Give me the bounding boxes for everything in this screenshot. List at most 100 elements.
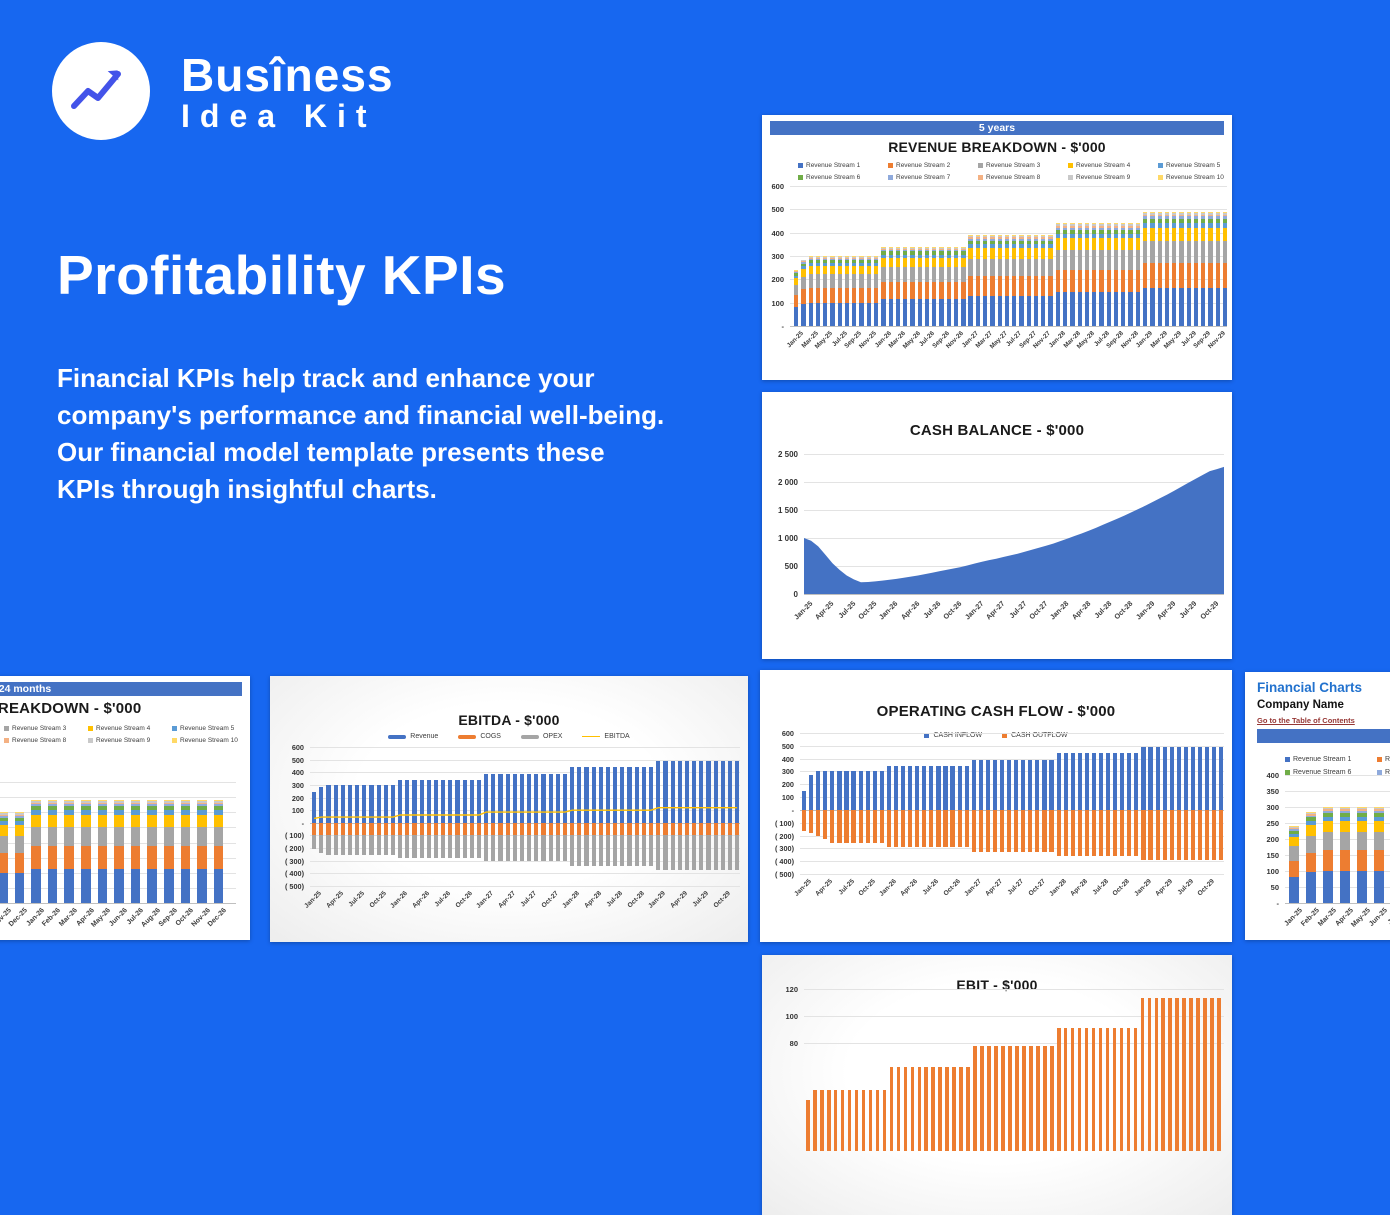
inflow-bar <box>1091 752 1097 810</box>
cogs-bar <box>577 822 582 836</box>
legend-item: CASH OUTFLOW <box>1002 732 1068 739</box>
cash-flow-legend: CASH INFLOW CASH OUTFLOW <box>760 732 1232 739</box>
bar-segment <box>164 800 174 802</box>
revenue-bar <box>433 779 439 823</box>
revenue-bar <box>727 760 733 823</box>
table-of-contents-link[interactable]: Go to the Table of Contents <box>1257 716 1355 725</box>
inflow-bar <box>809 775 814 810</box>
outflow-bar <box>1176 809 1181 860</box>
inflow-bar <box>1127 752 1132 810</box>
bar-segment <box>1041 248 1046 259</box>
bar-segment <box>1340 810 1350 813</box>
bar-segment <box>1092 269 1097 292</box>
bar-segment <box>801 263 806 267</box>
opex-bar <box>684 835 690 870</box>
bar-segment <box>881 251 886 255</box>
stacked-bar <box>1172 211 1177 326</box>
bar-segment <box>1306 835 1316 853</box>
bar-segment <box>830 263 835 267</box>
bar-segment <box>1004 235 1010 236</box>
ebit-bar <box>1036 1045 1040 1151</box>
inflow-bar <box>837 771 842 810</box>
bar-segment <box>1172 223 1177 229</box>
ebit-bar <box>931 1067 936 1151</box>
bar-segment <box>866 256 871 258</box>
bar-segment <box>975 295 981 326</box>
inflow-bar <box>816 771 821 810</box>
revenue-bar <box>355 784 360 823</box>
revenue-bar <box>426 779 431 823</box>
revenue-bar <box>419 779 424 823</box>
ebit-bar <box>812 1090 817 1151</box>
bar-segment <box>1172 263 1177 288</box>
gridline <box>790 232 1227 234</box>
bar-segment <box>197 846 207 869</box>
ebit-bar <box>1126 1028 1131 1151</box>
bar-segment <box>1374 850 1384 871</box>
ebit-bar <box>1112 1028 1117 1151</box>
bar-segment <box>0 814 8 816</box>
bar-segment <box>1113 250 1119 270</box>
bar-segment <box>888 246 893 248</box>
legend-label: Revenue Stream 7 <box>1385 769 1390 776</box>
bar-segment <box>946 248 951 250</box>
bar-segment <box>1012 258 1017 276</box>
bar-segment <box>164 806 174 811</box>
bar-segment <box>983 248 988 259</box>
opex-bar <box>670 835 675 870</box>
legend-label: Revenue Stream 2 <box>896 162 951 169</box>
bar-segment <box>1306 812 1316 815</box>
bar-segment <box>1113 233 1119 239</box>
opex-bar <box>519 835 525 862</box>
legend-label: Revenue Stream 4 <box>96 725 151 732</box>
outflow-bar <box>1042 809 1047 852</box>
stacked-bar <box>968 235 973 326</box>
revenue-bar <box>692 760 697 823</box>
bar-segment <box>1012 295 1017 326</box>
gridline <box>804 538 1224 539</box>
bar-segment <box>1055 229 1061 234</box>
bar-segment <box>1208 216 1213 219</box>
gridline <box>804 1016 1224 1017</box>
legend-label: COGS <box>480 733 501 740</box>
stacked-bar <box>881 246 886 326</box>
revenue-bar <box>312 792 317 823</box>
bar-segment <box>180 801 191 803</box>
bar-segment <box>47 815 58 827</box>
bar-segment <box>844 263 850 267</box>
ebit-bar <box>1008 1045 1012 1151</box>
bar-segment <box>1012 240 1017 245</box>
bar-segment <box>1179 214 1184 217</box>
bar-segment <box>1201 228 1206 242</box>
stacked-bar <box>873 256 879 326</box>
bar-segment <box>1033 248 1039 259</box>
bar-segment <box>1099 233 1104 239</box>
bar-segment <box>990 238 995 241</box>
ebit-bar <box>987 1045 991 1151</box>
bar-segment <box>997 235 1002 236</box>
opex-bar <box>505 835 510 862</box>
bar-segment <box>197 802 207 805</box>
bar-segment <box>97 804 108 807</box>
gridline <box>790 209 1227 211</box>
bar-segment <box>983 275 988 296</box>
bar-segment <box>873 258 879 261</box>
bar-segment <box>1092 233 1097 239</box>
bar-segment <box>801 289 806 304</box>
opex-bar <box>412 835 417 858</box>
bar-segment <box>1374 816 1384 821</box>
outflow-bar <box>1190 809 1196 860</box>
bar-segment <box>1004 238 1010 241</box>
bar-segment <box>1026 295 1031 326</box>
y-tick: 400 <box>1266 771 1279 780</box>
bar-segment <box>881 267 886 283</box>
bar-segment <box>917 247 922 249</box>
bar-segment <box>47 806 58 811</box>
revenue-bar <box>383 784 388 823</box>
bar-segment <box>881 248 886 250</box>
bar-segment <box>1084 229 1090 234</box>
cogs-bar <box>713 822 718 836</box>
legend-swatch <box>1158 163 1163 168</box>
revenue-bar <box>684 760 690 823</box>
cogs-bar <box>476 822 482 836</box>
